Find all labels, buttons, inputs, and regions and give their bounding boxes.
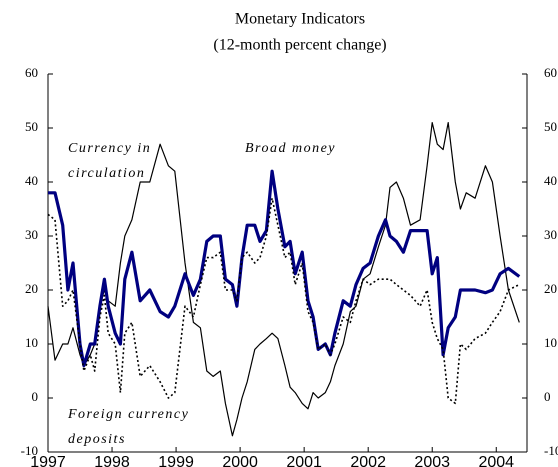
y2-tick-label: 30 [544,227,557,242]
series-label: Broad money [245,141,337,156]
y2-tick-label: 50 [544,119,557,134]
y2-tick-label: 0 [544,389,551,404]
y2-tick-label: 20 [544,281,557,296]
x-tick-label: 2002 [350,454,386,467]
chart-subtitle: (12-month percent change) [213,37,386,54]
x-tick-label: 2003 [414,454,450,467]
series-label: Currency in circulation [68,141,152,181]
y2-tick-label: 40 [544,173,557,188]
y2-tick-label: -10 [544,443,558,458]
y-tick-label: 10 [25,335,38,350]
series-line [48,169,521,368]
y-tick-label: 0 [32,389,39,404]
y-tick-label: 60 [25,65,38,80]
series-line [47,197,520,405]
series-label: Foreign currency deposits [68,407,190,447]
y2-tick-label: 60 [544,65,557,80]
y-tick-label: 30 [25,227,38,242]
x-tick-label: 1997 [30,454,66,467]
y-tick-label: 50 [25,119,38,134]
chart-title: Monetary Indicators [235,11,365,28]
x-tick-label: 2000 [222,454,258,467]
x-tick-label: 1999 [158,454,194,467]
x-tick-label: 2001 [286,454,322,467]
y-tick-label: 40 [25,173,38,188]
series-line [47,122,520,437]
x-tick-label: 1998 [94,454,130,467]
y-tick-label: 20 [25,281,38,296]
y-tick-label: -10 [21,443,38,458]
y2-tick-label: 10 [544,335,557,350]
x-tick-label: 2004 [478,454,514,467]
